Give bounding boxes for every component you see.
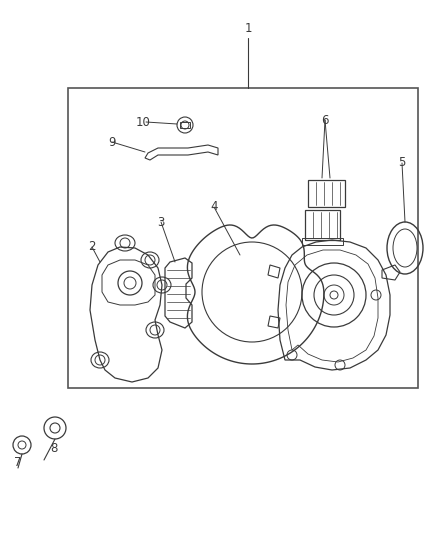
- Text: 8: 8: [50, 441, 58, 455]
- Text: 5: 5: [398, 157, 406, 169]
- Text: 6: 6: [321, 114, 329, 126]
- Text: 3: 3: [157, 215, 165, 229]
- Text: 2: 2: [88, 240, 96, 254]
- Text: 1: 1: [244, 21, 252, 35]
- Text: 7: 7: [14, 456, 22, 469]
- Text: 10: 10: [136, 116, 150, 128]
- Text: 4: 4: [210, 200, 218, 214]
- Text: 9: 9: [108, 135, 116, 149]
- Bar: [68, 88, 418, 388]
